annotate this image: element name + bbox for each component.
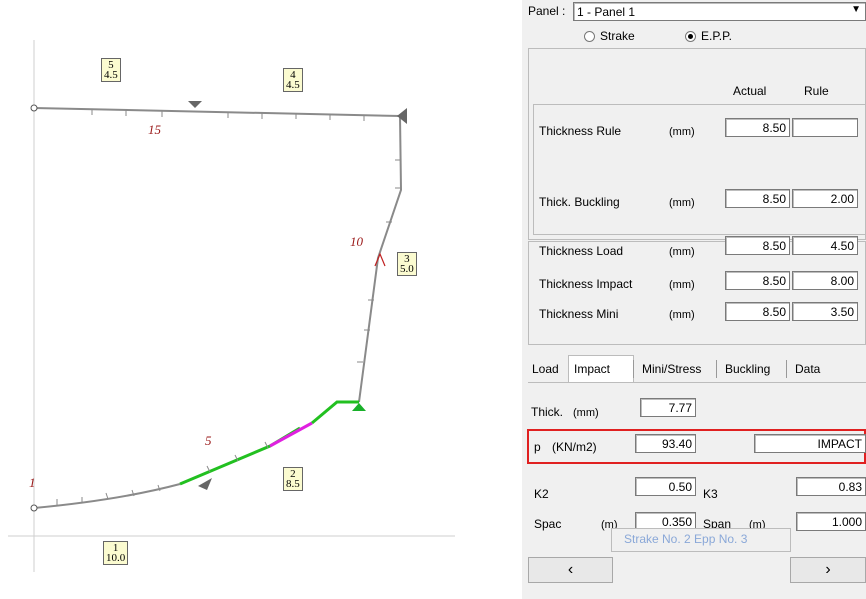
thickness-load-label: Thickness Load <box>539 244 624 258</box>
span-input[interactable]: 1.000 <box>796 512 866 531</box>
thickness-mini-rule[interactable]: 3.50 <box>792 302 858 321</box>
section-box-3[interactable]: 3 5.0 <box>397 252 417 276</box>
panel-label: Panel : <box>528 4 566 18</box>
strake-radio[interactable] <box>584 31 595 42</box>
tab-buckling[interactable]: Buckling <box>725 362 771 376</box>
thickness-impact-label: Thickness Impact <box>539 277 633 291</box>
pressure-label: p <box>534 440 541 454</box>
span-label: Span <box>703 517 732 531</box>
pressure-type-field[interactable]: IMPACT <box>754 434 866 453</box>
tab-mini-stress[interactable]: Mini/Stress <box>642 362 702 376</box>
tab-divider <box>716 360 717 378</box>
point-number-5: 5 <box>205 433 212 448</box>
thickness-rule-actual[interactable]: 8.50 <box>725 118 790 137</box>
marker-green-triangle[interactable] <box>352 403 366 411</box>
tab-impact[interactable]: Impact <box>574 362 611 376</box>
thickness-rule-unit: (mm) <box>669 126 695 138</box>
tab-divider <box>633 360 634 378</box>
tab-strip-border <box>528 382 866 383</box>
section-box-value: 4.5 <box>104 69 118 81</box>
section-box-id: 1 <box>112 542 119 554</box>
thickness-load-rule[interactable]: 4.50 <box>792 236 858 255</box>
pressure-unit: (KN/m2) <box>552 440 597 454</box>
tab-load[interactable]: Load <box>532 362 559 376</box>
point-number-1: 1 <box>29 475 36 490</box>
top-ticks <box>91 109 365 121</box>
bottom-ticks <box>56 441 269 505</box>
selected-epp-magenta <box>269 421 313 448</box>
k2-input[interactable]: 0.50 <box>635 477 696 496</box>
k2-label: K2 <box>534 487 549 501</box>
pressure-input[interactable]: 93.40 <box>635 434 696 453</box>
epp-radio[interactable] <box>685 31 696 42</box>
impact-thick-input[interactable]: 7.77 <box>640 398 696 417</box>
point-number-10: 10 <box>350 234 363 249</box>
prev-button[interactable]: ‹ <box>528 557 613 583</box>
selected-strake-green <box>179 426 301 486</box>
point-number-15: 15 <box>148 122 161 137</box>
thickness-impact-unit: (mm) <box>669 279 695 291</box>
tab-data[interactable]: Data <box>795 362 821 376</box>
thick-buckling-label: Thick. Buckling <box>539 195 620 209</box>
side-strake-line <box>358 115 403 403</box>
strake-epp-status: Strake No. 2 Epp No. 3 <box>611 528 791 552</box>
next-button[interactable]: › <box>790 557 866 583</box>
spac-label: Spac <box>534 517 562 531</box>
marker-top-triangle[interactable] <box>188 101 202 108</box>
thick-buckling-rule[interactable]: 2.00 <box>792 189 858 208</box>
tab-divider <box>786 360 787 378</box>
epp-radio-label: E.P.P. <box>701 29 732 43</box>
section-box-id: 2 <box>290 468 296 480</box>
top-strake-line <box>33 107 401 117</box>
thickness-load-actual[interactable]: 8.50 <box>725 236 790 255</box>
properties-panel: Panel : 1 - Panel 1 ▼ Strake E.P.P. Actu… <box>522 0 866 599</box>
section-box-id: 3 <box>404 253 410 265</box>
thickness-impact-actual[interactable]: 8.50 <box>725 271 790 290</box>
k3-label: K3 <box>703 487 718 501</box>
actual-header: Actual <box>733 84 767 98</box>
thickness-impact-rule[interactable]: 8.00 <box>792 271 858 290</box>
start-node[interactable] <box>30 104 38 112</box>
section-box-1[interactable]: 1 10.0 <box>103 541 129 565</box>
section-drawing[interactable] <box>0 0 520 599</box>
end-node[interactable] <box>30 504 38 512</box>
section-box-2[interactable]: 2 8.5 <box>283 467 303 491</box>
section-box-value: 5.0 <box>400 263 414 275</box>
thickness-rule-rule[interactable] <box>792 118 858 137</box>
tab-impact-bg <box>568 355 634 384</box>
red-caret-marker <box>374 252 386 267</box>
section-box-5[interactable]: 5 4.5 <box>101 58 121 82</box>
thick-buckling-actual[interactable]: 8.50 <box>725 189 790 208</box>
section-box-id: 4 <box>290 69 296 81</box>
rule-header: Rule <box>804 84 829 98</box>
impact-thick-unit: (mm) <box>573 407 599 419</box>
section-box-value: 8.5 <box>286 478 300 490</box>
thickness-mini-unit: (mm) <box>669 309 695 321</box>
strake-radio-label: Strake <box>600 29 635 43</box>
panel-select-value: 1 - Panel 1 <box>577 5 636 19</box>
thickness-rule-label: Thickness Rule <box>539 124 622 138</box>
chevron-down-icon: ▼ <box>851 4 861 15</box>
impact-thick-label: Thick. <box>531 405 564 419</box>
section-box-4[interactable]: 4 4.5 <box>283 68 303 92</box>
thickness-load-unit: (mm) <box>669 246 695 258</box>
bottom-strake-line <box>33 483 181 509</box>
selected-strake-green-end <box>311 400 359 425</box>
side-ticks <box>357 159 401 363</box>
thickness-mini-actual[interactable]: 8.50 <box>725 302 790 321</box>
k3-input[interactable]: 0.83 <box>796 477 866 496</box>
section-box-value: 4.5 <box>286 79 300 91</box>
thick-buckling-unit: (mm) <box>669 197 695 209</box>
panel-select[interactable]: 1 - Panel 1 ▼ <box>573 2 866 21</box>
section-box-id: 5 <box>108 59 114 71</box>
thickness-mini-label: Thickness Mini <box>539 307 619 321</box>
marker-corner-triangle[interactable] <box>397 108 407 124</box>
marker-bottom-triangle[interactable] <box>198 478 212 490</box>
section-box-value: 10.0 <box>106 552 126 564</box>
